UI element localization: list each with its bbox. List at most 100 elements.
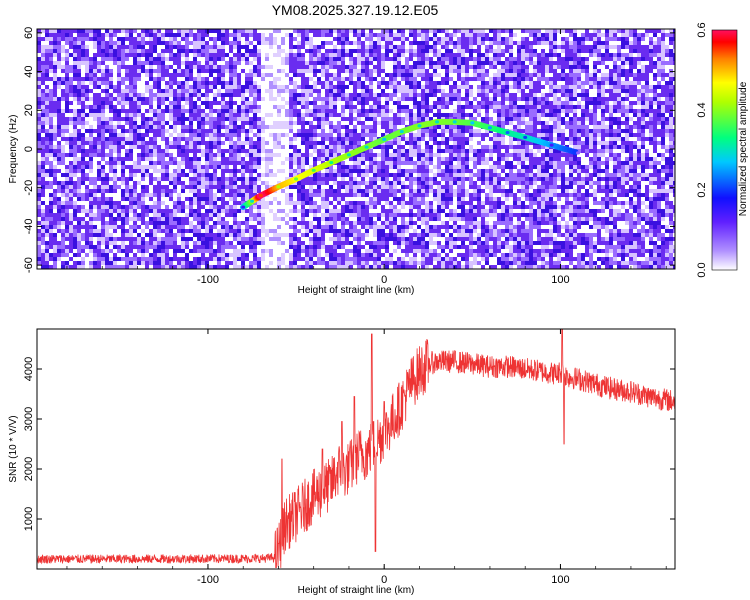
spectrogram-cell: [177, 181, 181, 185]
spectrogram-cell: [193, 261, 197, 265]
spectrogram-cell: [357, 237, 361, 241]
spectrogram-cell: [269, 121, 273, 125]
spectrogram-cell: [157, 137, 161, 141]
spectrogram-cell: [297, 229, 301, 233]
spectrogram-cell: [77, 257, 81, 261]
spectrogram-cell: [193, 105, 197, 109]
spectrogram-cell: [57, 49, 61, 53]
spectrogram-cell: [101, 65, 105, 69]
spectrogram-cell: [329, 133, 333, 137]
spectrogram-cell: [317, 49, 321, 53]
spectrogram-cell: [61, 185, 65, 189]
spectrogram-cell: [289, 245, 293, 249]
spectrogram-cell: [105, 257, 109, 261]
spectrogram-cell: [361, 101, 365, 105]
spectrogram-cell: [177, 229, 181, 233]
spectrogram-cell: [289, 125, 293, 129]
spectrogram-cell: [313, 113, 317, 117]
spectrogram-cell: [353, 197, 357, 201]
spectrogram-cell: [309, 97, 313, 101]
spectrogram-cell: [213, 53, 217, 57]
spectrogram-cell: [45, 145, 49, 149]
spectrogram-cell: [153, 121, 157, 125]
spectrogram-cell: [69, 197, 73, 201]
spectrogram-cell: [145, 177, 149, 181]
spectrogram-cell: [173, 229, 177, 233]
spectrogram-cell: [249, 33, 253, 37]
spectrogram-cell: [69, 193, 73, 197]
spectrogram-cell: [101, 177, 105, 181]
spectrogram-cell: [209, 45, 213, 49]
spectrogram-cell: [229, 69, 233, 73]
spectrogram-cell: [357, 61, 361, 65]
spectrogram-cell: [161, 141, 165, 145]
spectrogram-cell: [281, 189, 285, 193]
spectrogram-cell: [173, 69, 177, 73]
spectrogram-cell: [173, 241, 177, 245]
spectrogram-cell: [225, 53, 229, 57]
spectrogram-cell: [285, 117, 289, 121]
spectrogram-cell: [97, 97, 101, 101]
spectrogram-cell: [229, 249, 233, 253]
spectrogram-cell: [57, 145, 61, 149]
spectrogram-cell: [277, 113, 281, 117]
spectrogram-cell: [169, 89, 173, 93]
spectrogram-cell: [265, 41, 269, 45]
spectrogram-cell: [221, 73, 225, 77]
spectrogram-cell: [253, 241, 257, 245]
spectrogram-cell: [353, 209, 357, 213]
spectrogram-cell: [297, 265, 301, 269]
spectrogram-cell: [217, 241, 221, 245]
spectrogram-cell: [357, 33, 361, 37]
spectrogram-cell: [77, 97, 81, 101]
spectrogram-cell: [281, 85, 285, 89]
spectrogram-cell: [273, 53, 277, 57]
spectrogram-cell: [221, 173, 225, 177]
spectrogram-cell: [173, 213, 177, 217]
spectrogram-cell: [77, 101, 81, 105]
spectrogram-cell: [157, 121, 161, 125]
spectrogram-cell: [269, 53, 273, 57]
spectrogram-cell: [169, 157, 173, 161]
spectrogram-cell: [117, 213, 121, 217]
spectrogram-cell: [109, 73, 113, 77]
spectrogram-cell: [177, 33, 181, 37]
spectrogram-cell: [361, 53, 365, 57]
spectrogram-cell: [161, 61, 165, 65]
spectrogram-cell: [37, 89, 41, 93]
spectrogram-cell: [305, 89, 309, 93]
spectrogram-cell: [97, 101, 101, 105]
spectrogram-cell: [353, 97, 357, 101]
spectrogram-cell: [185, 89, 189, 93]
spectrogram-cell: [49, 265, 53, 269]
spectrogram-cell: [157, 221, 161, 225]
spectrogram-cell: [141, 129, 145, 133]
spectrogram-cell: [337, 205, 341, 209]
spectrogram-cell: [41, 189, 45, 193]
spectrogram-cell: [293, 97, 297, 101]
spectrogram-cell: [113, 197, 117, 201]
spectrogram-cell: [273, 257, 277, 261]
spectrogram-cell: [285, 257, 289, 261]
spectrogram-cell: [245, 217, 249, 221]
spectrogram-cell: [329, 257, 333, 261]
spectrogram-cell: [125, 121, 129, 125]
spectrogram-cell: [349, 105, 353, 109]
spectrogram-cell: [225, 209, 229, 213]
spectrogram-cell: [317, 197, 321, 201]
spectrogram-cell: [269, 201, 273, 205]
spectrogram-cell: [365, 161, 369, 165]
spectrogram-cell: [109, 69, 113, 73]
spectrogram-cell: [81, 201, 85, 205]
spectrogram-cell: [161, 217, 165, 221]
spectrogram-cell: [173, 117, 177, 121]
spectrogram-cell: [233, 229, 237, 233]
spectrogram-cell: [305, 93, 309, 97]
spectrogram-cell: [61, 61, 65, 65]
spectrogram-cell: [93, 101, 97, 105]
spectrogram-cell: [301, 101, 305, 105]
spectrogram-cell: [141, 153, 145, 157]
spectrogram-cell: [109, 53, 113, 57]
spectrogram-cell: [137, 73, 141, 77]
spectrogram-cell: [333, 201, 337, 205]
